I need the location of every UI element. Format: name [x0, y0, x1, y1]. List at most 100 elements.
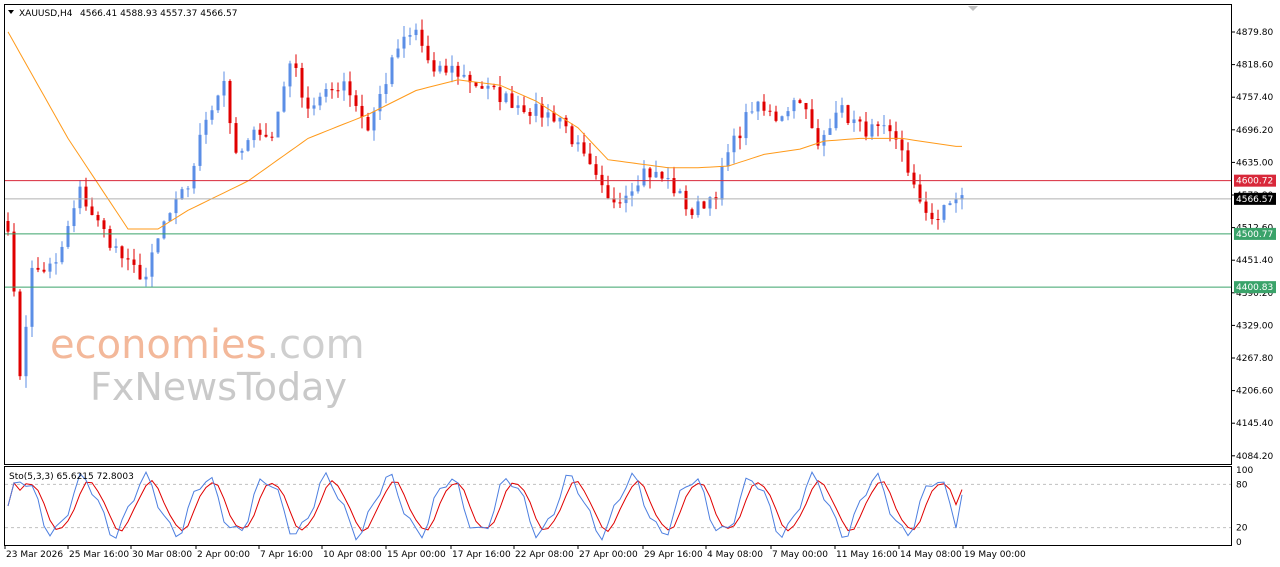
candle-body — [312, 105, 316, 109]
stoch-axis-label: 0 — [1236, 538, 1242, 548]
candle-body — [960, 195, 964, 200]
candle-body — [162, 221, 166, 239]
candle-body — [576, 142, 580, 145]
candle-body — [954, 199, 958, 204]
candle-body — [342, 81, 346, 91]
candle-body — [828, 128, 832, 135]
x-tick-label: 25 Mar 16:00 — [69, 550, 129, 560]
candle-body — [300, 67, 304, 98]
x-tick-label: 14 May 08:00 — [900, 550, 962, 560]
candle-body — [378, 93, 382, 112]
candle-body — [384, 84, 388, 94]
level-tag-resistance — [1234, 174, 1276, 187]
candle-body — [114, 246, 118, 248]
candle-body — [462, 74, 466, 77]
candle-body — [552, 112, 556, 122]
candle-body — [264, 134, 268, 137]
candle-body — [228, 80, 232, 124]
candle-body — [564, 117, 568, 127]
candle-body — [648, 168, 652, 178]
candle-body — [150, 252, 154, 277]
x-tick-label: 2 Apr 00:00 — [197, 550, 250, 560]
candle-body — [852, 119, 856, 124]
x-tick-label: 23 Mar 2026 — [6, 550, 63, 560]
candle-body — [432, 60, 436, 72]
stoch-axis-label: 20 — [1236, 524, 1248, 534]
candle-body — [540, 103, 544, 118]
candle-body — [48, 263, 52, 272]
moving-average — [7, 31, 962, 230]
candle-body — [354, 95, 358, 106]
candle-body — [720, 166, 724, 200]
symbol-label: XAUUSD,H4 — [19, 9, 73, 19]
candle-body — [276, 111, 280, 138]
candle-body — [282, 86, 286, 112]
stoch-main-line — [7, 471, 963, 541]
candle-body — [222, 80, 226, 96]
candle-body — [522, 105, 526, 113]
time-axis: 23 Mar 2026 25 Mar 16:00 30 Mar 08:00 2 Apr… — [4, 545, 1026, 560]
candle-body — [696, 201, 700, 216]
candle-body — [600, 174, 604, 186]
candle-body — [870, 124, 874, 137]
y-tick-label: 4757.40 — [1236, 93, 1273, 103]
candle-body — [912, 172, 916, 185]
x-tick-label: 17 Apr 16:00 — [452, 550, 511, 560]
candle-body — [786, 111, 790, 117]
candle-body — [372, 111, 376, 131]
candle-body — [942, 205, 946, 220]
candle-body — [240, 150, 244, 153]
candle-body — [408, 35, 412, 37]
candle-body — [330, 89, 334, 91]
candle-body — [846, 105, 850, 124]
scroll-marker-icon[interactable] — [968, 6, 978, 11]
dropdown-arrow-icon[interactable] — [8, 10, 14, 14]
candle-body — [798, 100, 802, 103]
candle-body — [96, 215, 100, 221]
candle-body — [756, 101, 760, 112]
candle-body — [168, 213, 172, 222]
candle-body — [102, 220, 106, 230]
candle-body — [876, 124, 880, 126]
candle-body — [30, 267, 34, 327]
candle-body — [72, 208, 76, 227]
y-tick-label: 4267.80 — [1236, 354, 1273, 364]
candle-body — [468, 74, 472, 83]
candle-body — [366, 117, 370, 131]
stoch-axis-label: 100 — [1236, 466, 1253, 476]
candle-body — [780, 116, 784, 121]
candle-body — [588, 153, 592, 165]
candle-body — [660, 171, 664, 179]
candle-body — [456, 65, 460, 77]
candle-body — [858, 119, 862, 122]
candle-body — [486, 85, 490, 89]
candle-body — [738, 135, 742, 139]
candle-body — [708, 197, 712, 209]
x-tick-label: 30 Mar 08:00 — [132, 550, 192, 560]
level-tag-current — [1234, 192, 1276, 205]
x-tick-label: 7 May 00:00 — [772, 550, 828, 560]
ma-line — [7, 31, 962, 230]
candle-body — [210, 110, 214, 120]
candle-body — [666, 178, 670, 180]
candle-body — [612, 198, 616, 203]
candle-body — [636, 185, 640, 192]
candle-body — [732, 135, 736, 153]
candle-body — [918, 184, 922, 202]
svg-text:FxNewsToday: FxNewsToday — [90, 365, 347, 409]
x-tick-label: 15 Apr 00:00 — [387, 550, 446, 560]
candle-body — [360, 105, 364, 118]
x-tick-label: 4 May 08:00 — [707, 550, 763, 560]
candle-body — [672, 178, 676, 194]
x-tick-label: 19 May 00:00 — [964, 550, 1026, 560]
candle-body — [180, 189, 184, 199]
candle-body — [216, 95, 220, 111]
candle-body — [546, 112, 550, 118]
ohlc-values: 4566.41 4588.93 4557.37 4566.57 — [80, 9, 237, 19]
candle-body — [426, 45, 430, 61]
level-tag-label: 4500.77 — [1236, 230, 1273, 240]
candle-body — [882, 125, 886, 127]
level-tag-support — [1234, 281, 1276, 294]
y-tick-label: 4206.60 — [1236, 387, 1273, 397]
